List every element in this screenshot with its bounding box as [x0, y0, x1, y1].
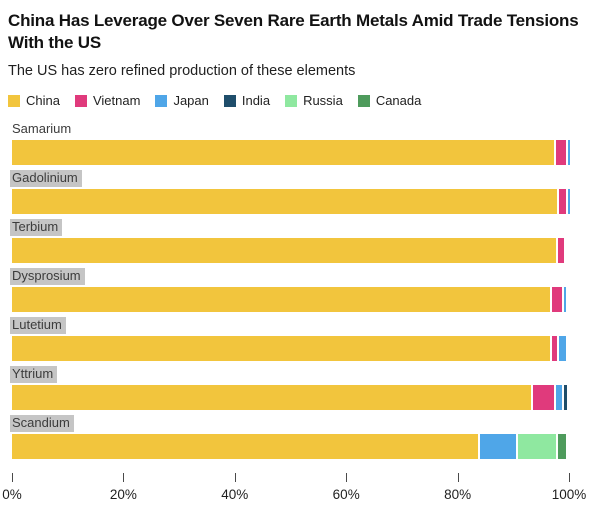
row-samarium: Samarium: [12, 120, 570, 166]
bar-segment-china[interactable]: [12, 385, 532, 411]
bar-samarium[interactable]: [12, 140, 570, 166]
axis-tick-label: 40%: [221, 487, 249, 503]
chart-area: Samarium Gadolinium Terbium Dysprosium Lutet…: [2, 120, 586, 505]
legend-label: Japan: [173, 93, 209, 109]
legend-swatch-vietnam: [74, 94, 87, 107]
axis-tick: [123, 473, 125, 483]
bar-segment-japan[interactable]: [480, 434, 517, 460]
x-axis-ticks: [12, 473, 570, 483]
bar-segment-japan[interactable]: [567, 140, 570, 166]
axis-tick: [234, 473, 236, 483]
bar-segment-vietnam[interactable]: [552, 287, 563, 313]
legend-item-japan: Japan: [155, 93, 209, 109]
row-label: Samarium: [12, 121, 72, 137]
row-gadolinium: Gadolinium: [10, 169, 570, 215]
bar-segment-china[interactable]: [12, 140, 554, 166]
bar-segment-japan[interactable]: [559, 336, 567, 362]
legend-item-china: China: [8, 93, 60, 108]
bar-segment-vietnam[interactable]: [552, 336, 558, 362]
legend-swatch-japan: [155, 94, 168, 107]
bar-segment-vietnam[interactable]: [558, 238, 565, 264]
legend-swatch-china: [8, 94, 20, 107]
row-yttrium: Yttrium: [10, 365, 569, 411]
bar-rows: Samarium Gadolinium Terbium Dysprosium Lutet…: [10, 120, 570, 460]
axis-tick-label: 60%: [332, 487, 360, 503]
chart-title: China Has Leverage Over Seven Rare Earth…: [8, 11, 579, 53]
chart-subtitle: The US has zero refined production of th…: [8, 62, 356, 79]
axis-tick: [12, 473, 13, 483]
legend-swatch-india: [223, 94, 236, 107]
axis-tick-label: 100%: [551, 487, 587, 503]
bar-segment-china[interactable]: [12, 238, 557, 264]
bar-segment-vietnam[interactable]: [533, 385, 555, 411]
legend-item-russia: Russia: [285, 93, 343, 108]
axis-tick-label: 0%: [2, 487, 22, 503]
row-terbium: Terbium: [10, 218, 569, 264]
legend-label: India: [241, 93, 271, 109]
row-scandium: Scandium: [10, 414, 569, 460]
row-label: Yttrium: [10, 366, 58, 384]
bar-segment-japan[interactable]: [556, 385, 563, 411]
legend-label: China: [26, 93, 60, 109]
bar-yttrium[interactable]: [12, 385, 569, 411]
legend-item-canada: Canada: [357, 93, 422, 109]
bar-segment-vietnam[interactable]: [555, 140, 566, 166]
bar-lutetium[interactable]: [12, 336, 569, 362]
legend-label: Russia: [303, 93, 343, 109]
row-label: Gadolinium: [10, 170, 82, 188]
bar-segment-india[interactable]: [564, 385, 568, 411]
axis-tick: [457, 473, 459, 483]
bar-segment-canada[interactable]: [558, 434, 566, 460]
legend-label: Vietnam: [92, 93, 141, 109]
axis-tick: [346, 473, 348, 483]
row-dysprosium: Dysprosium: [10, 267, 569, 313]
row-lutetium: Lutetium: [10, 316, 569, 362]
legend-label: Canada: [375, 93, 422, 109]
bar-segment-china[interactable]: [12, 189, 557, 215]
bar-segment-japan[interactable]: [567, 189, 570, 215]
legend: China Vietnam Japan India Russia Canada: [8, 93, 590, 108]
axis-tick-label: 80%: [444, 487, 472, 503]
bar-segment-china[interactable]: [12, 336, 551, 362]
bar-dysprosium[interactable]: [12, 287, 569, 313]
bar-segment-vietnam[interactable]: [558, 189, 566, 215]
row-label: Terbium: [10, 219, 63, 237]
x-axis-labels: 0% 20% 40% 60% 80% 100%: [2, 487, 586, 505]
row-label: Lutetium: [10, 317, 66, 335]
axis-tick-label: 20%: [109, 487, 137, 503]
chart-card: China Has Leverage Over Seven Rare Earth…: [0, 10, 600, 513]
bar-segment-japan[interactable]: [564, 287, 567, 313]
bar-terbium[interactable]: [12, 238, 569, 264]
bar-gadolinium[interactable]: [12, 189, 570, 215]
bar-segment-china[interactable]: [12, 287, 551, 313]
row-label: Scandium: [10, 415, 74, 433]
bar-scandium[interactable]: [12, 434, 569, 460]
legend-swatch-russia: [285, 94, 298, 107]
legend-swatch-canada: [357, 94, 370, 107]
axis-tick: [569, 473, 570, 483]
legend-item-vietnam: Vietnam: [74, 93, 141, 109]
legend-item-india: India: [223, 93, 271, 109]
bar-segment-russia[interactable]: [518, 434, 557, 460]
row-label: Dysprosium: [10, 268, 85, 286]
bar-segment-china[interactable]: [12, 434, 479, 460]
